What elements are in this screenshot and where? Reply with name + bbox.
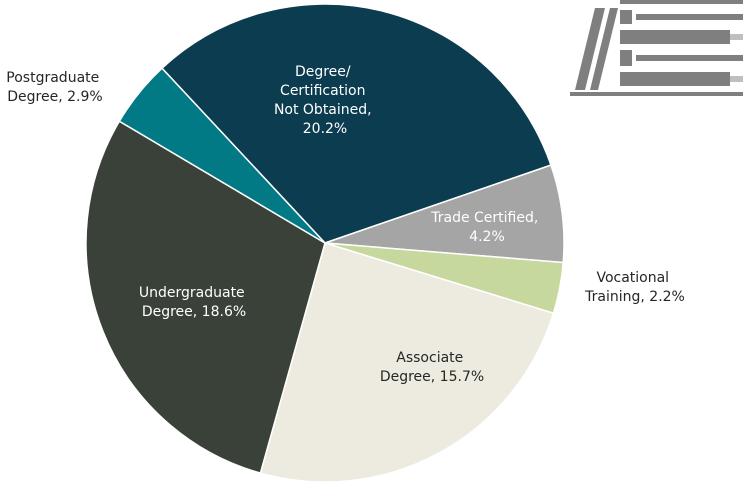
data-label: Trade Certified, 4.2% [430,210,543,245]
pie-slice [160,3,552,244]
data-label: Undergraduate Degree, 18.6% [139,285,249,320]
pie-slice [85,120,326,475]
pie-slice [259,242,555,483]
data-label: Vocational Training, 2.2% [584,270,685,305]
data-label: Degree/ Certification Not Obtained, 20.2… [274,64,376,137]
data-label: Associate Degree, 15.7% [380,350,484,385]
books-icon [570,0,743,96]
data-label: Postgraduate Degree, 2.9% [6,70,103,105]
pie-slice [118,67,326,244]
